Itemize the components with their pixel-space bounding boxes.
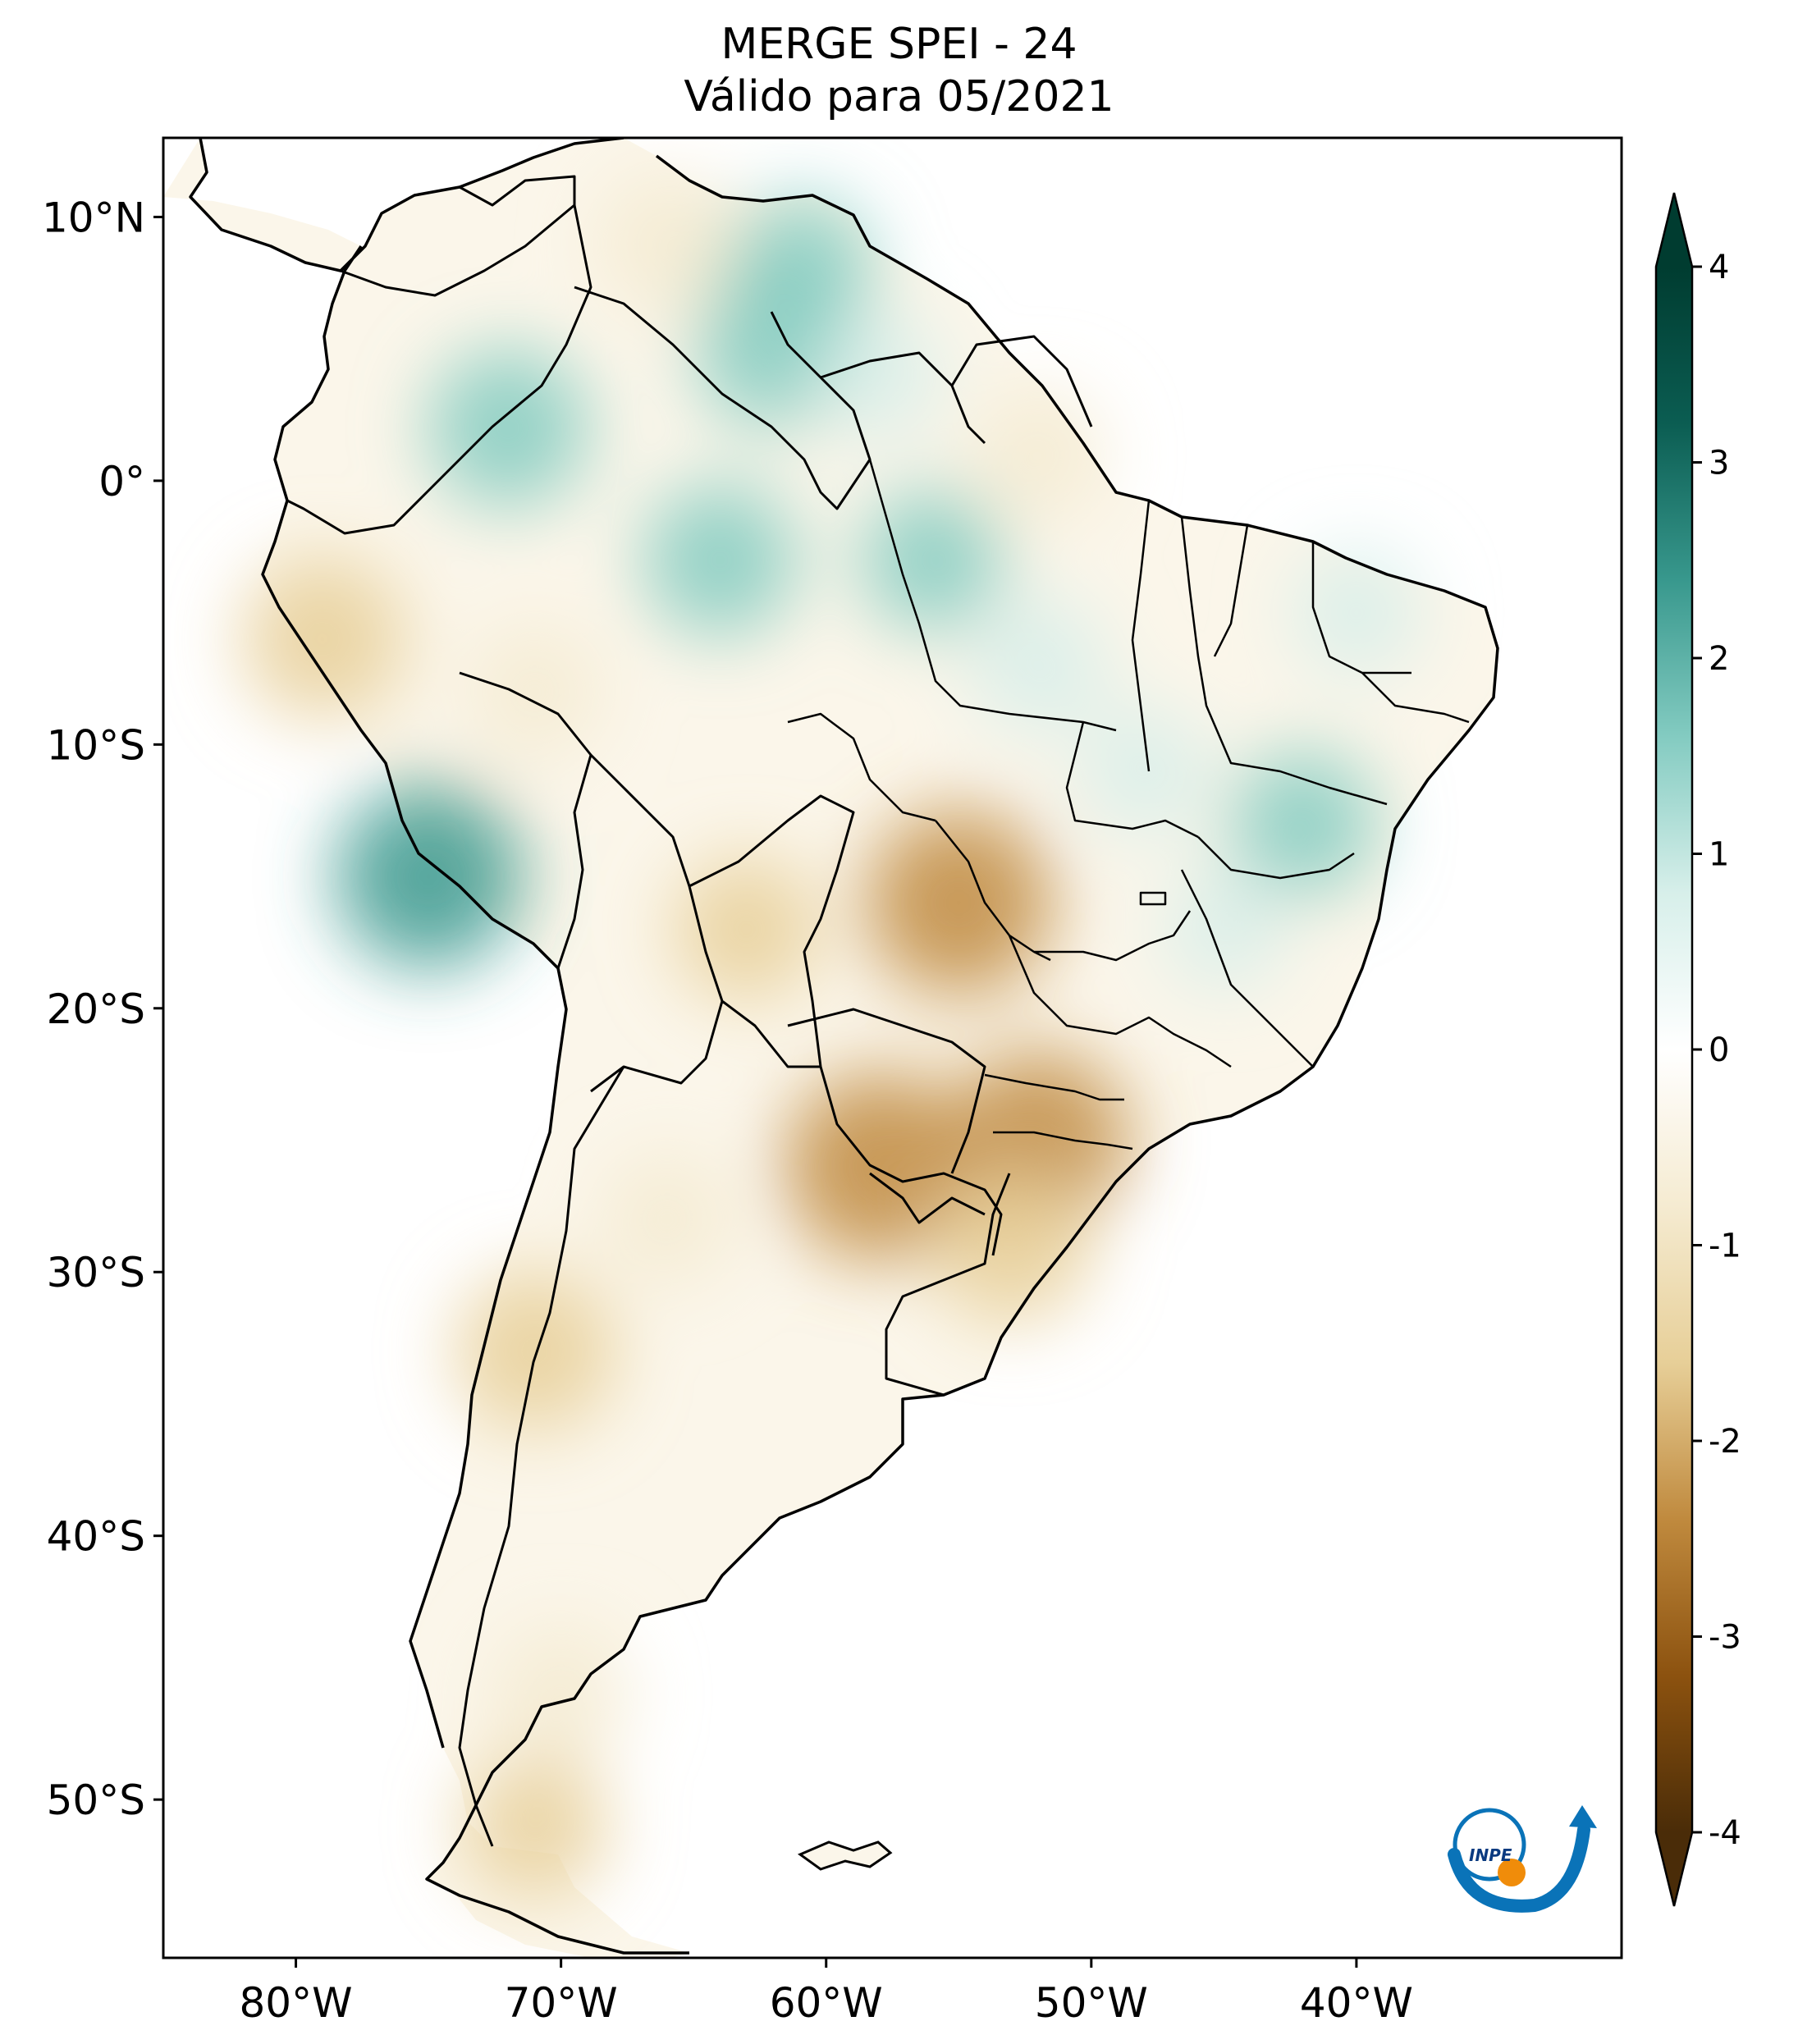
anomaly-guyana-wet: [815, 311, 943, 439]
anomaly-patagonia-dry: [492, 1625, 630, 1763]
anomaly-northern-peru-dry: [240, 557, 405, 721]
map-axes: 80°W 70°W 60°W 50°W 40°W 10°N 0° 10°S 20°S 30°S 40…: [42, 194, 1413, 2027]
anomaly-acre-dry: [467, 624, 602, 760]
anomaly-minas-wet: [1161, 867, 1286, 991]
spei-anomaly-layer: [240, 172, 1422, 1899]
lat-tick-label: 20°S: [47, 985, 145, 1033]
anomaly-amazon-wet: [643, 483, 797, 637]
colorbar: 4 3 2 1 0 -1 -2 -3 -4: [1654, 192, 1741, 1907]
lon-tick-label: 60°W: [770, 1979, 883, 2027]
colorbar-max-extend: [1656, 193, 1692, 267]
anomaly-tocantins-wet: [1078, 705, 1210, 837]
anomaly-paraguay-dry: [785, 1072, 974, 1261]
logo-text: INPE: [1469, 1845, 1512, 1865]
lon-tick-label: 70°W: [505, 1979, 618, 2027]
colorbar-tick-label: 4: [1709, 249, 1729, 286]
lat-tick-label: 10°N: [42, 194, 145, 241]
falkland-islands-land: [797, 1841, 893, 1871]
map-subtitle: Válido para 05/2021: [684, 72, 1114, 121]
logo-ring: [1453, 1808, 1526, 1882]
inpe-logo: INPE: [1448, 1805, 1597, 1913]
anomaly-northeast-wet: [1291, 546, 1422, 679]
coastline: [189, 138, 1499, 1955]
colorbar-min-extend: [1656, 1832, 1692, 1906]
colorbar-tick-label: -3: [1709, 1619, 1741, 1657]
anomaly-southern-peru-wet: [336, 784, 521, 969]
anomaly-rio-grande-dry: [933, 1167, 1091, 1324]
anomaly-colombia-wet: [428, 348, 588, 508]
anomaly-venezuela-wet: [726, 197, 873, 343]
lon-tick-label: 40°W: [1300, 1979, 1413, 2027]
map-frame: [162, 136, 1623, 1959]
lat-tick-label: 10°S: [47, 721, 145, 769]
lon-tick-label: 50°W: [1035, 1979, 1148, 2027]
logo-arrow-icon: [1569, 1805, 1597, 1828]
brazil-state-borders: [787, 459, 1470, 1150]
colorbar-tick-label: 2: [1709, 640, 1729, 678]
anomaly-para-south-wet: [969, 596, 1108, 735]
lat-tick-label: 40°S: [47, 1513, 145, 1561]
country-borders: [286, 175, 1093, 1847]
lat-tick-label: 0°: [98, 458, 145, 505]
anomaly-chile-dry: [454, 1271, 615, 1432]
colorbar-gradient: [1656, 267, 1692, 1832]
anomaly-argentina-dry: [599, 1151, 734, 1287]
map-title: MERGE SPEI - 24: [721, 20, 1077, 69]
anomaly-central-brazil-dry: [866, 810, 1052, 996]
south-america-land: [163, 138, 1498, 1953]
map-layer: [163, 138, 1499, 1958]
anomaly-southern-patagonia-dry: [461, 1753, 607, 1899]
anomaly-bolivia-dry: [674, 856, 820, 1002]
lon-tick-label: 80°W: [240, 1979, 353, 2027]
colorbar-tick-label: -1: [1709, 1228, 1741, 1265]
anomaly-venezuela-east-dry: [596, 172, 739, 314]
tierra-del-fuego-land: [443, 1879, 689, 1958]
logo-sun-icon: [1498, 1859, 1526, 1886]
colorbar-tick-label: 3: [1709, 445, 1729, 482]
anomaly-amapa-dry: [972, 388, 1104, 520]
anomaly-para-wet: [861, 488, 1004, 631]
colorbar-tick-label: -2: [1709, 1423, 1741, 1461]
logo-swoosh: [1448, 1823, 1590, 1913]
anomaly-bahia-wet: [1230, 751, 1376, 897]
colorbar-tick-label: 0: [1709, 1031, 1729, 1069]
colorbar-tick-label: -4: [1709, 1814, 1741, 1852]
colorbar-tick-label: 1: [1709, 836, 1729, 874]
lat-tick-label: 50°S: [47, 1776, 145, 1824]
lat-tick-label: 30°S: [47, 1249, 145, 1296]
